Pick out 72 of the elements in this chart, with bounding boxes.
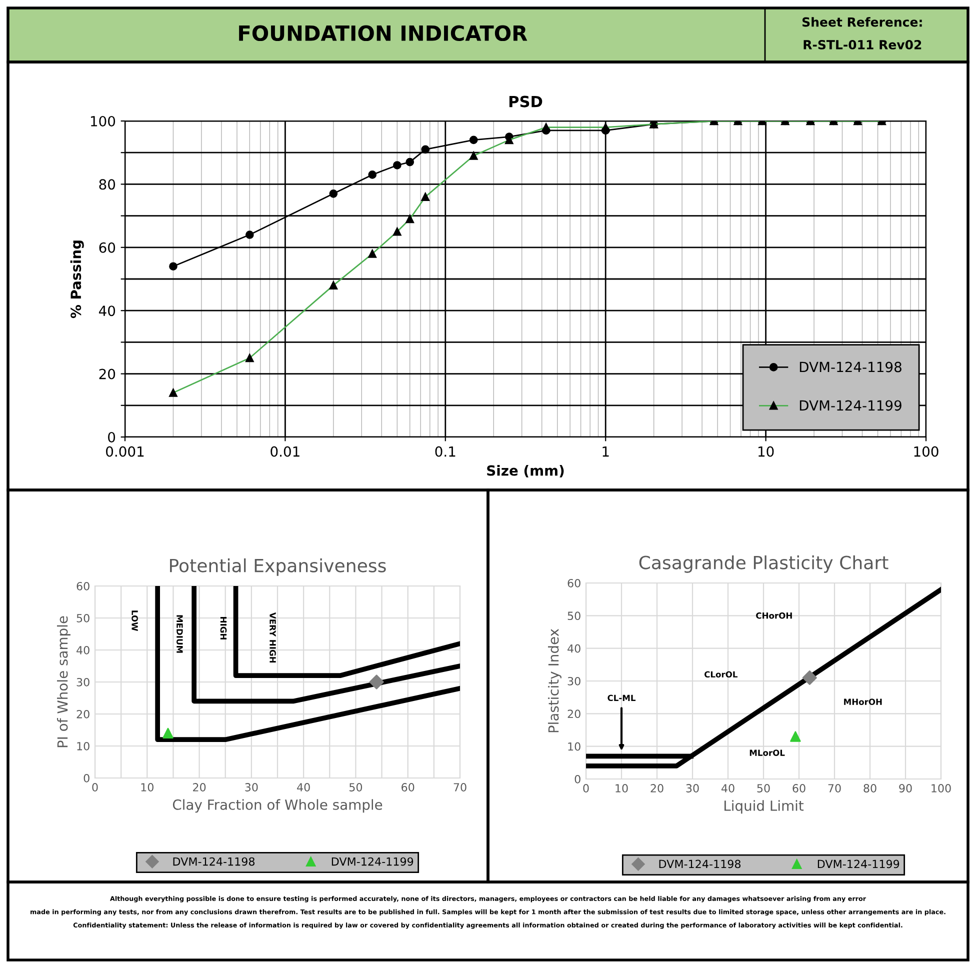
- annotation: MEDIUM: [176, 615, 183, 653]
- x-tick-label: 20: [650, 784, 664, 792]
- x-tick-label: 100: [932, 784, 951, 792]
- x-tick-label: 10: [758, 446, 774, 457]
- legend-label: DVM-124-1199: [332, 857, 414, 866]
- x-tick-label: 0.01: [270, 446, 300, 457]
- y-axis-title: PI of Whole sample: [57, 616, 70, 748]
- y-tick-label: 30: [568, 676, 580, 686]
- x-tick-label: 1: [602, 446, 609, 457]
- text: Sheet Reference:: [802, 17, 922, 27]
- x-tick-label: 40: [297, 783, 310, 792]
- y-tick-label: 20: [99, 368, 116, 380]
- x-axis-title: Liquid Limit: [724, 800, 804, 814]
- legend-label: DVM-124-1198: [659, 860, 741, 868]
- chart-title: PSD: [509, 96, 542, 108]
- x-tick-label: 90: [899, 784, 912, 792]
- y-axis-title: Plasticity Index: [548, 628, 562, 732]
- x-tick-label: 80: [864, 784, 876, 792]
- y-tick-label: 40: [98, 306, 116, 316]
- x-axis-title: Size (mm): [487, 465, 564, 478]
- x-tick-label: 0.001: [106, 446, 144, 457]
- legend-label: DVM-124-1198: [173, 857, 255, 866]
- annotation: CLorOL: [704, 671, 738, 678]
- y-tick-label: 40: [568, 644, 580, 653]
- y-tick-label: 10: [568, 742, 580, 751]
- x-tick-label: 30: [245, 783, 258, 792]
- x-tick-label: 40: [721, 784, 734, 792]
- x-tick-label: 10: [616, 784, 628, 792]
- x-tick-label: 0.1: [435, 446, 456, 457]
- x-tick-label: 30: [686, 784, 699, 792]
- y-tick-label: 50: [568, 612, 580, 620]
- chart-title: Potential Expansiveness: [170, 558, 386, 576]
- legend-label: DVM-124-1199: [800, 400, 902, 411]
- x-tick-label: 70: [828, 784, 841, 792]
- annotation: CL-ML: [608, 694, 636, 702]
- text: FOUNDATION INDICATOR: [239, 25, 528, 42]
- y-tick-label: 30: [76, 678, 90, 686]
- text: R-STL-011 Rev02: [804, 40, 922, 50]
- y-axis-title: % Passing: [70, 240, 84, 318]
- y-tick-label: 60: [76, 582, 90, 590]
- x-axis-title: Clay Fraction of Whole sample: [172, 799, 382, 813]
- x-tick-label: 0: [92, 783, 98, 792]
- x-tick-label: 20: [193, 783, 206, 792]
- y-tick-label: 0: [84, 774, 90, 782]
- annotation: MHorOH: [844, 698, 882, 705]
- annotation: MLorOL: [750, 750, 785, 756]
- y-tick-label: 10: [77, 742, 90, 750]
- y-tick-label: 50: [76, 614, 90, 622]
- x-tick-label: 60: [402, 783, 414, 792]
- annotation: LOW: [132, 610, 138, 631]
- y-tick-label: 60: [568, 578, 580, 588]
- x-tick-label: 50: [350, 783, 362, 792]
- legend-label: DVM-124-1198: [800, 362, 902, 372]
- y-tick-label: 0: [108, 432, 116, 442]
- chart-title: Casagrande Plasticity Chart: [639, 555, 888, 573]
- x-tick-label: 100: [914, 446, 938, 457]
- y-tick-label: 100: [90, 116, 116, 126]
- annotation: CHorOH: [756, 612, 792, 619]
- y-tick-label: 60: [99, 242, 116, 253]
- annotation: VERY HIGH: [270, 612, 276, 663]
- x-tick-label: 0: [583, 784, 589, 792]
- legend-label: DVM-124-1199: [818, 860, 900, 868]
- x-tick-label: 50: [757, 784, 770, 792]
- x-tick-label: 60: [792, 784, 806, 792]
- annotation: HIGH: [220, 617, 227, 640]
- x-tick-label: 70: [454, 783, 466, 792]
- x-tick-label: 10: [141, 783, 154, 792]
- y-tick-label: 20: [568, 710, 580, 718]
- y-tick-label: 0: [574, 774, 580, 784]
- y-tick-label: 80: [99, 179, 116, 190]
- y-tick-label: 40: [76, 646, 90, 654]
- y-tick-label: 20: [76, 710, 90, 718]
